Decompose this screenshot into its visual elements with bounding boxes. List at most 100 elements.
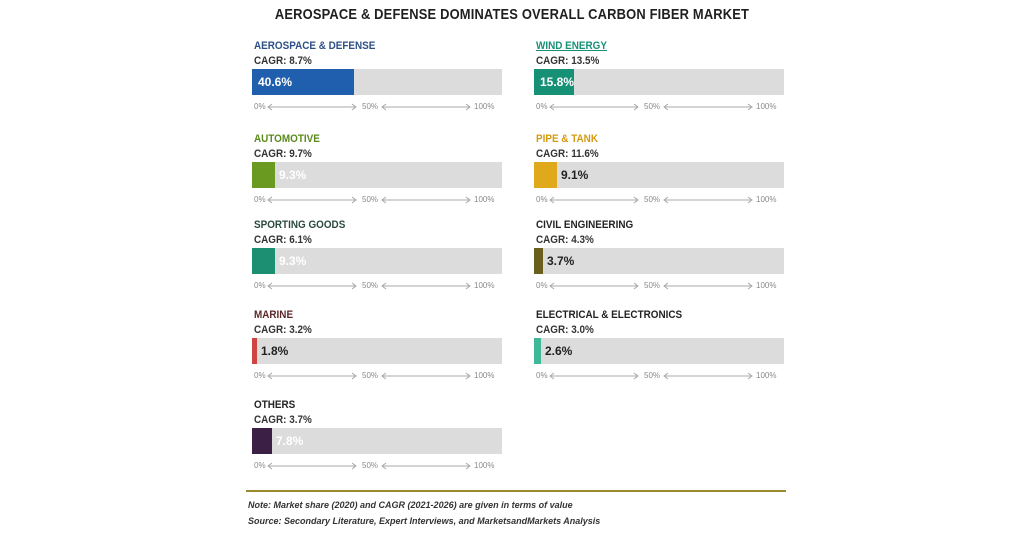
axis-tick-label: 0%	[254, 461, 266, 470]
cagr-label: CAGR: 3.2%	[254, 324, 312, 336]
axis-tick-label: 50%	[362, 371, 379, 380]
bar-panel: OTHERS CAGR: 3.7% 7.8% 0% 50% 100%	[252, 399, 502, 477]
bar-fill	[252, 69, 354, 95]
axis-tick-label: 100%	[474, 461, 495, 470]
chart-note: Note: Market share (2020) and CAGR (2021…	[248, 500, 573, 510]
bar-axis: 0% 50% 100%	[534, 370, 784, 382]
bar-panel: AUTOMOTIVE CAGR: 9.7% 9.3% 0% 50% 100%	[252, 133, 502, 211]
bar-axis: 0% 50% 100%	[252, 280, 502, 292]
bar-value-label: 40.6%	[258, 75, 293, 89]
bar-panel: PIPE & TANK CAGR: 11.6% 9.1% 0% 50% 100%	[534, 133, 784, 211]
axis-arrow-icon	[663, 196, 753, 204]
axis-tick-label: 0%	[254, 281, 266, 290]
cagr-label: CAGR: 11.6%	[536, 148, 599, 160]
cagr-label: CAGR: 3.0%	[536, 324, 594, 336]
bar-panel: ELECTRICAL & ELECTRONICS CAGR: 3.0% 2.6% 0%…	[534, 309, 784, 387]
bar-axis: 0% 50% 100%	[534, 194, 784, 206]
axis-tick-label: 0%	[536, 102, 548, 111]
axis-arrow-icon	[381, 282, 471, 290]
bar-track: 3.7%	[534, 248, 784, 274]
bar-value-label: 1.8%	[261, 344, 289, 358]
bar-panel: CIVIL ENGINEERING CAGR: 4.3% 3.7% 0% 50% 100%	[534, 219, 784, 297]
cagr-label: CAGR: 3.7%	[254, 414, 312, 426]
category-label: OTHERS	[254, 399, 296, 411]
chart-title: AEROSPACE & DEFENSE DOMINATES OVERALL CA…	[274, 6, 750, 23]
bar-axis: 0% 50% 100%	[252, 101, 502, 113]
bar-value-label: 9.1%	[561, 168, 589, 182]
bar-track: 2.6%	[534, 338, 784, 364]
category-label: MARINE	[254, 309, 294, 321]
category-label: AUTOMOTIVE	[254, 133, 320, 145]
bar-track: 40.6%	[252, 69, 502, 95]
axis-tick-label: 50%	[362, 281, 379, 290]
bar-track: 15.8%	[534, 69, 784, 95]
bar-axis: 0% 50% 100%	[534, 280, 784, 292]
axis-arrow-icon	[267, 282, 357, 290]
axis-tick-label: 100%	[474, 195, 495, 204]
axis-arrow-icon	[663, 282, 753, 290]
bar-value-label: 2.6%	[545, 344, 573, 358]
axis-tick-label: 100%	[756, 371, 777, 380]
axis-tick-label: 50%	[362, 102, 379, 111]
bar-panel: AEROSPACE & DEFENSE CAGR: 8.7% 40.6% 0% 50% 1…	[252, 40, 502, 118]
category-label: ELECTRICAL & ELECTRONICS	[536, 309, 683, 321]
chart-source: Source: Secondary Literature, Expert Int…	[248, 516, 601, 526]
axis-tick-label: 100%	[474, 102, 495, 111]
bar-axis: 0% 50% 100%	[252, 370, 502, 382]
cagr-label: CAGR: 13.5%	[536, 55, 600, 67]
bar-track: 7.8%	[252, 428, 502, 454]
axis-arrow-icon	[663, 372, 753, 380]
bar-axis: 0% 50% 100%	[252, 460, 502, 472]
bar-fill	[534, 69, 574, 95]
axis-tick-label: 100%	[756, 195, 777, 204]
axis-tick-label: 50%	[644, 102, 661, 111]
axis-tick-label: 50%	[362, 195, 379, 204]
axis-tick-label: 50%	[362, 461, 379, 470]
axis-tick-label: 0%	[536, 195, 548, 204]
bar-panel: WIND ENERGY CAGR: 13.5% 15.8% 0% 50% 100%	[534, 40, 784, 118]
category-label: SPORTING GOODS	[254, 219, 346, 231]
cagr-label: CAGR: 4.3%	[536, 234, 594, 246]
bar-fill	[252, 338, 257, 364]
axis-arrow-icon	[267, 196, 357, 204]
axis-arrow-icon	[381, 462, 471, 470]
cagr-label: CAGR: 8.7%	[254, 55, 312, 67]
axis-arrow-icon	[381, 372, 471, 380]
axis-tick-label: 0%	[254, 371, 266, 380]
axis-tick-label: 0%	[254, 102, 266, 111]
axis-arrow-icon	[549, 196, 639, 204]
bar-fill	[534, 338, 541, 364]
axis-arrow-icon	[549, 372, 639, 380]
bar-value-label: 9.3%	[279, 168, 307, 182]
bar-fill	[534, 162, 557, 188]
bar-fill	[252, 248, 275, 274]
axis-tick-label: 50%	[644, 195, 661, 204]
axis-tick-label: 0%	[536, 371, 548, 380]
bar-track: 1.8%	[252, 338, 502, 364]
bar-track: 9.3%	[252, 162, 502, 188]
axis-tick-label: 0%	[254, 195, 266, 204]
bar-fill	[252, 162, 275, 188]
axis-tick-label: 100%	[756, 102, 777, 111]
axis-arrow-icon	[549, 282, 639, 290]
bar-track: 9.1%	[534, 162, 784, 188]
axis-tick-label: 0%	[536, 281, 548, 290]
bar-panel: SPORTING GOODS CAGR: 6.1% 9.3% 0% 50% 100%	[252, 219, 502, 297]
axis-tick-label: 50%	[644, 281, 661, 290]
axis-arrow-icon	[267, 372, 357, 380]
bar-value-label: 9.3%	[279, 254, 307, 268]
axis-tick-label: 100%	[756, 281, 777, 290]
bar-value-label: 7.8%	[276, 434, 304, 448]
category-label[interactable]: WIND ENERGY	[536, 40, 607, 52]
axis-tick-label: 50%	[644, 371, 661, 380]
axis-arrow-icon	[267, 462, 357, 470]
bar-value-label: 3.7%	[547, 254, 575, 268]
bar-track: 9.3%	[252, 248, 502, 274]
axis-tick-label: 100%	[474, 371, 495, 380]
category-label: PIPE & TANK	[536, 133, 598, 145]
bar-fill	[534, 248, 543, 274]
axis-tick-label: 100%	[474, 281, 495, 290]
bar-axis: 0% 50% 100%	[252, 194, 502, 206]
axis-arrow-icon	[381, 103, 471, 111]
axis-arrow-icon	[663, 103, 753, 111]
